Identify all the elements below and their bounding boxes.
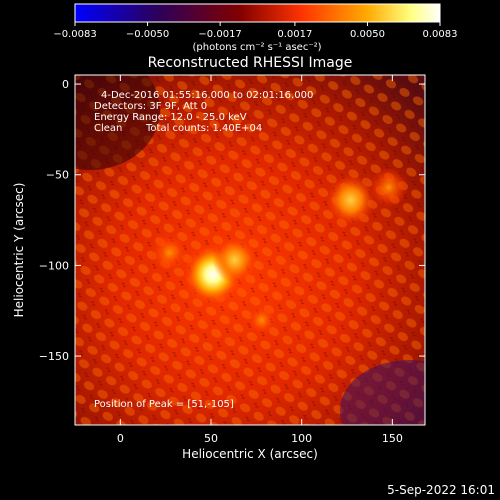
info-peak-position: Position of Peak = [51,-105] bbox=[94, 399, 234, 410]
info-block: 4-Dec-2016 01:55:16.000 to 02:01:16.000 … bbox=[94, 90, 313, 410]
y-tick-label: −100 bbox=[39, 259, 69, 272]
heatmap-dim-corner-top-left bbox=[75, 75, 160, 170]
colorbar-title: (photons cm⁻² s⁻¹ asec⁻²) bbox=[192, 42, 321, 53]
source-blob bbox=[151, 233, 188, 272]
y-axis-ticks: 0 −50 −100 −150 bbox=[39, 78, 425, 363]
info-time-range: 4-Dec-2016 01:55:16.000 to 02:01:16.000 bbox=[101, 90, 313, 101]
x-tick-label: 150 bbox=[382, 432, 403, 445]
info-method: Clean bbox=[94, 123, 122, 134]
colorbar-tick-label: 0.0083 bbox=[423, 29, 458, 40]
colorbar-tick-label: −0.0017 bbox=[198, 29, 241, 40]
y-tick-label: 0 bbox=[62, 78, 69, 91]
x-axis-label: Heliocentric X (arcsec) bbox=[182, 447, 318, 461]
source-layer bbox=[151, 167, 408, 335]
heatmap-image bbox=[75, 75, 425, 425]
x-axis-ticks: 0 50 100 150 bbox=[117, 75, 403, 445]
colorbar-ticks: −0.0083 −0.0050 −0.0017 0.0017 0.0050 0.0083 bbox=[53, 22, 458, 40]
colorbar-gradient bbox=[74, 3, 441, 23]
source-blob bbox=[326, 174, 375, 226]
chart-title: Reconstructed RHESSI Image bbox=[148, 55, 353, 71]
plot-frame bbox=[74, 74, 426, 426]
x-tick-label: 0 bbox=[117, 432, 124, 445]
heatmap-dim-corner-bottom-right bbox=[340, 360, 425, 425]
info-detectors: Detectors: 3F 9F, Att 0 bbox=[94, 101, 207, 112]
x-tick-label: 50 bbox=[204, 432, 218, 445]
colorbar-tick-label: −0.0083 bbox=[53, 29, 96, 40]
info-energy-range: Energy Range: 12.0 - 25.0 keV bbox=[94, 112, 247, 123]
colorbar-tick-label: −0.0050 bbox=[126, 29, 169, 40]
y-axis-label: Heliocentric Y (arcsec) bbox=[12, 183, 26, 318]
x-tick-label: 100 bbox=[291, 432, 312, 445]
date-stamp: 5-Sep-2022 16:01 bbox=[387, 483, 495, 497]
source-blob bbox=[212, 236, 257, 284]
colorbar-tick-label: 0.0017 bbox=[277, 29, 312, 40]
y-tick-label: −50 bbox=[46, 169, 69, 182]
source-blob bbox=[369, 167, 408, 208]
y-tick-label: −150 bbox=[39, 350, 69, 363]
colorbar: −0.0083 −0.0050 −0.0017 0.0017 0.0050 0.0083 … bbox=[53, 3, 458, 53]
colorbar-tick-label: 0.0050 bbox=[350, 29, 385, 40]
info-total-counts: Total counts: 1.40E+04 bbox=[145, 123, 262, 134]
source-blob bbox=[247, 305, 276, 335]
